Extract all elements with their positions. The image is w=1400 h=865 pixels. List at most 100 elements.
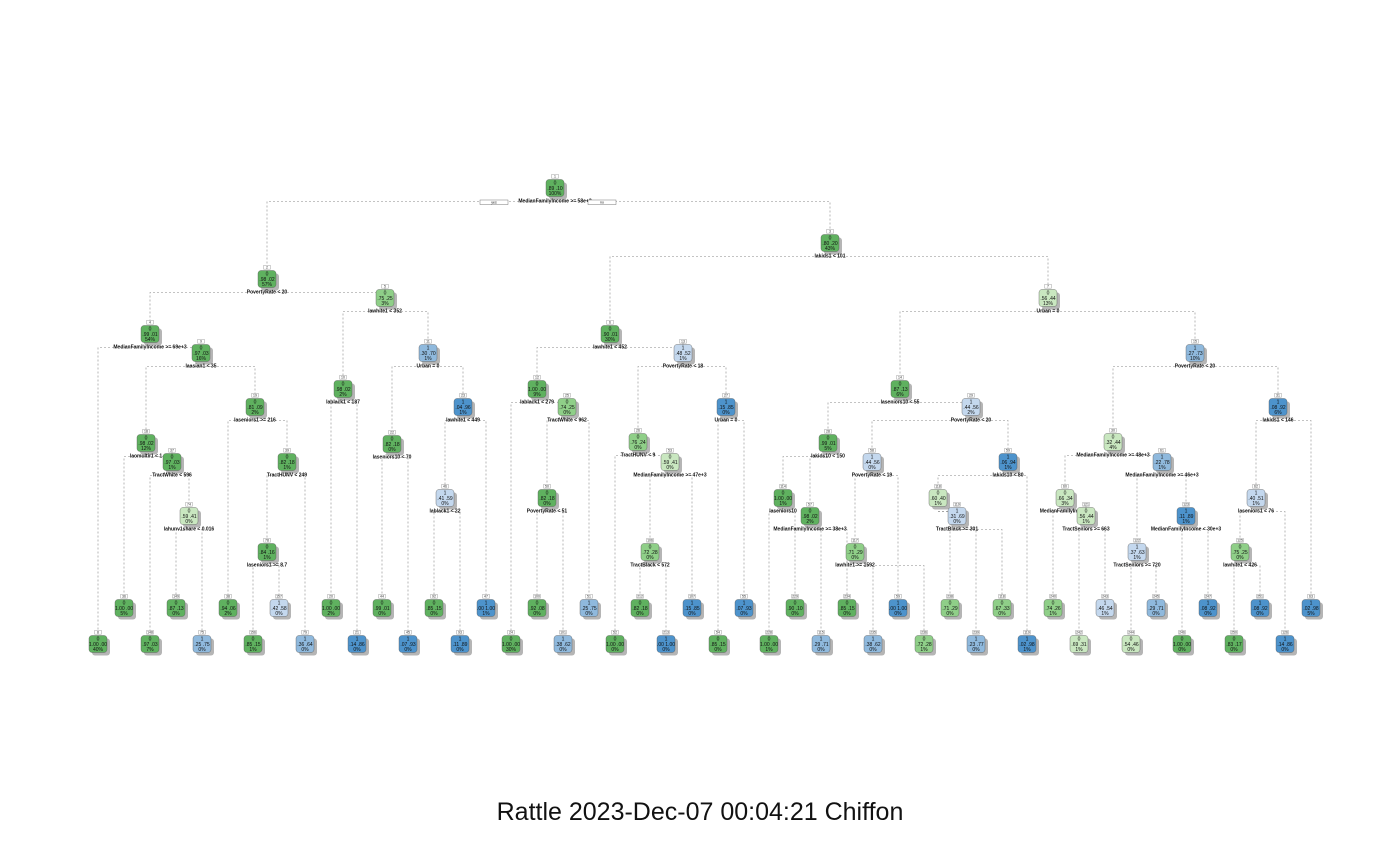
node-split-rule: lawhite1 < 449 [446,418,480,424]
tree-node: 107 1.15 .850% [682,594,704,620]
node-number-box [634,428,642,433]
node-percent: 3% [381,301,389,307]
node-class: 0 [391,437,394,443]
node-number-box [263,538,271,543]
node-box [640,543,660,561]
node-box [179,507,199,525]
node-number-box [459,393,467,398]
node-number: 20 [329,594,333,598]
node-number: 59 [1006,448,1010,452]
node-box [837,599,857,617]
node-probabilities: .75 .25 [1232,550,1248,556]
node-probabilities: .07 .93 [400,642,416,648]
tree-node: 125 0.75 .250% lawhite1 < 426 [1223,538,1257,568]
tree-edge [670,475,693,596]
node-probabilities: .15 .85 [684,606,700,612]
node-class: 0 [149,327,152,333]
node-split-rule: laseniors1 >= 8.7 [247,563,288,569]
node-split-rule: TractHUNV < 9 [621,453,656,459]
node-percent: 0% [1204,611,1212,617]
node-class: 0 [782,491,785,497]
node-number-box [851,538,859,543]
node-percent: 0% [611,647,619,653]
node-percent: 6% [896,392,904,398]
node-percent: 0% [1256,611,1264,617]
node-class: 0 [1064,491,1067,497]
tree-edge [1136,475,1162,540]
node-number: 6 [609,320,611,324]
node-number-box [740,594,748,599]
node-class: 0 [171,455,174,461]
node-number-box [920,630,928,635]
node-percent: 0% [1236,555,1244,561]
node-class: 0 [97,637,100,643]
tree-node: 119 1.31 .690% TractBlack >= 301 [936,502,978,532]
node-split-rule: PovertyRate < 19 [852,473,893,479]
node-split-rule: TractBlack < 572 [630,563,670,569]
node-percent: 1% [482,611,490,617]
node-probabilities: 1.00 .00 [760,642,778,648]
tree-edge [855,565,874,632]
node-number-box [378,594,386,599]
node-box [218,599,238,617]
tree-node: 157 1.42 .580% [269,594,291,620]
node-class: 1 [427,346,430,352]
node-class: 1 [356,637,359,643]
node-probabilities: .59 .41 [662,460,678,466]
tree-node: 156 0.85 .151% [243,630,265,656]
node-number: 92 [432,594,436,598]
node-number-box [482,594,490,599]
tree-edge [266,201,555,267]
node-class: 1 [682,346,685,352]
node-box [476,599,496,617]
node-split-rule: MedianFamilyIncome >= 46e+3 [1125,473,1198,479]
node-number-box [894,594,902,599]
node-number-box [934,484,942,489]
node-number-box [1274,393,1282,398]
node-box [1076,507,1096,525]
node-box [140,325,160,343]
tree-edge [614,455,638,632]
node-class: 0 [794,601,797,607]
node-class: 1 [872,637,875,643]
node-class: 0 [1239,545,1242,551]
node-probabilities: .29 .71 [1148,606,1164,612]
node-number: 63 [1309,594,1313,598]
node-number: 62 [1254,484,1258,488]
node-probabilities: .85 .15 [839,606,855,612]
node-percent: 0% [275,611,283,617]
node-probabilities: .22 .78 [1154,460,1170,466]
node-probabilities: .82 .18 [384,442,400,448]
tree-edge [433,511,445,596]
tree-node: 26 0.76 .240% TractHUNV < 9 [621,428,656,458]
tree-node: 126 1.14 .860% [1275,630,1297,656]
node-class: 1 [1284,637,1287,643]
tree-node: 93 1.11 .890% [450,630,472,656]
node-number-box [714,630,722,635]
node-probabilities: .00 1.00 [889,606,907,612]
node-percent: 1% [1158,465,1166,471]
node-number-box [327,594,335,599]
node-box [1301,599,1321,617]
node-box [734,599,754,617]
node-probabilities: .54 .46 [1123,642,1139,648]
node-box [347,635,367,653]
node-percent: 0% [456,647,464,653]
node-number-box [779,484,787,489]
node-probabilities: .08 .92 [1200,606,1216,612]
node-probabilities: .00 1.00 [657,642,675,648]
tree-edge [172,475,190,504]
node-number: 28 [826,429,830,433]
node-number: 47 [484,594,488,598]
node-class: 0 [286,455,289,461]
node-percent: 5% [824,446,832,452]
node-number-box [1152,594,1160,599]
node-box [947,507,967,525]
node-box [1275,635,1295,653]
node-probabilities: .59 .41 [181,514,197,520]
tree-node: 59 1.06 .941% lakids10 < 80 [993,448,1024,478]
node-split-rule: PovertyRate < 51 [527,509,568,515]
node-number: 50 [545,484,549,488]
node-probabilities: .07 .93 [736,606,752,612]
